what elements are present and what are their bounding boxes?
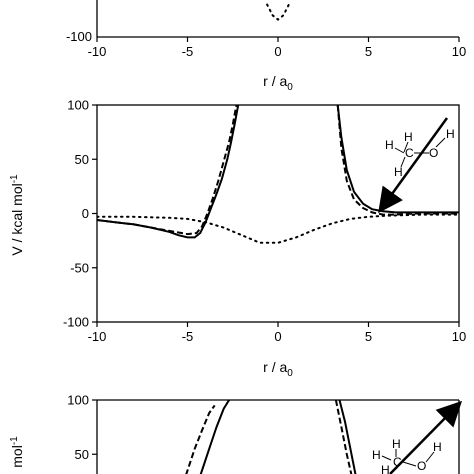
middle-atom-h1: H [404, 130, 413, 144]
bottom-approach-arrow [389, 400, 463, 474]
bottom-y-tick-label-0: 50 [75, 447, 89, 462]
top-x-axis-label-text: r / a [263, 73, 287, 89]
middle-x-axis-label-text: r / a [263, 359, 287, 375]
middle-bond-c-h3 [400, 156, 406, 168]
middle-atom-h3: H [446, 127, 455, 141]
top-x-axis-label: r / a0 [263, 73, 293, 93]
middle-x-tick-label-3: 5 [365, 329, 372, 344]
bottom-atom-h3: H [433, 440, 442, 454]
middle-x-tick-label-1: -5 [182, 329, 194, 344]
bottom-series-solid-0 [199, 400, 230, 474]
top-plot-area [266, 3, 290, 21]
top-x-tick-label-0: -10 [88, 44, 107, 59]
bottom-series-solid-2 [338, 400, 357, 474]
top-x-ticks: -10 -5 0 5 10 [88, 37, 466, 59]
bottom-series-dashed-3 [334, 400, 353, 474]
middle-atom-o: O [429, 146, 438, 160]
top-panel: -10 -5 0 5 10 -100 r / a0 [66, 0, 466, 93]
middle-y-axis-label: V / kcal mol-1 [9, 174, 25, 256]
middle-y-tick-label-3: 50 [75, 152, 89, 167]
middle-bond-o-h [435, 137, 446, 148]
top-x-tick-label-1: -5 [182, 44, 194, 59]
middle-x-ticks: -10 -5 0 5 10 [88, 322, 466, 344]
middle-bond-c-h2 [394, 147, 405, 154]
bottom-y-ticks: 50 100 [67, 393, 97, 462]
middle-x-tick-label-4: 10 [452, 329, 466, 344]
middle-atom-h4: H [394, 165, 403, 179]
bottom-molecule-annotation: H H C O H H [372, 400, 463, 474]
top-x-tick-label-3: 5 [365, 44, 372, 59]
bottom-atom-h1: H [392, 437, 401, 451]
middle-molecule-annotation: H H C O H H [378, 117, 455, 214]
bottom-y-axis-label-text: mol [9, 445, 25, 468]
middle-approach-arrow [378, 117, 449, 214]
top-x-tick-label-4: 10 [452, 44, 466, 59]
bottom-atom-h4: H [381, 463, 390, 474]
middle-y-tick-label-2: 0 [82, 206, 89, 221]
middle-x-axis-label-sub: 0 [287, 368, 293, 379]
top-y-tick-label: -100 [66, 29, 92, 44]
middle-x-axis-label: r / a0 [263, 359, 293, 379]
bottom-bond-c-o [402, 461, 417, 467]
middle-series-dashed-3 [336, 105, 459, 216]
bottom-series-dashed-1 [185, 404, 216, 474]
bottom-bond-o-h [425, 451, 435, 463]
middle-series-solid-1 [336, 105, 459, 214]
bottom-y-axis-label-sup: -1 [9, 436, 20, 445]
middle-y-axis-label-sup: -1 [9, 174, 20, 183]
middle-y-tick-label-4: 100 [67, 98, 89, 113]
middle-atom-h2: H [385, 138, 394, 152]
bottom-panel: 50 100 mol-1 H H C O H H [9, 393, 463, 474]
top-series-dotted-0 [266, 3, 290, 21]
middle-bond-c-h1 [403, 141, 409, 153]
middle-plot-area [97, 105, 459, 244]
middle-atom-c: C [405, 146, 414, 160]
top-x-tick-label-2: 0 [274, 44, 281, 59]
middle-y-axis-label-text: V / kcal mol [9, 183, 25, 255]
middle-y-tick-label-1: -50 [70, 260, 89, 275]
bottom-y-tick-label-1: 100 [67, 393, 89, 408]
bottom-atom-c: C [393, 455, 402, 469]
middle-x-tick-label-2: 0 [274, 329, 281, 344]
middle-series-dashed-2 [97, 105, 238, 236]
bottom-y-axis-label: mol-1 [9, 436, 25, 468]
bottom-atom-o: O [417, 459, 426, 473]
bottom-bond-c-h2 [381, 455, 392, 461]
middle-y-tick-label-0: -100 [63, 315, 89, 330]
top-x-axis-label-sub: 0 [287, 82, 293, 93]
middle-series-dotted-4 [97, 213, 459, 244]
bottom-atom-h2: H [372, 448, 381, 462]
middle-y-ticks: -100 -50 0 50 100 [63, 98, 97, 330]
bottom-plot-area [185, 400, 357, 474]
middle-x-tick-label-0: -10 [88, 329, 107, 344]
middle-series-solid-0 [97, 105, 240, 239]
